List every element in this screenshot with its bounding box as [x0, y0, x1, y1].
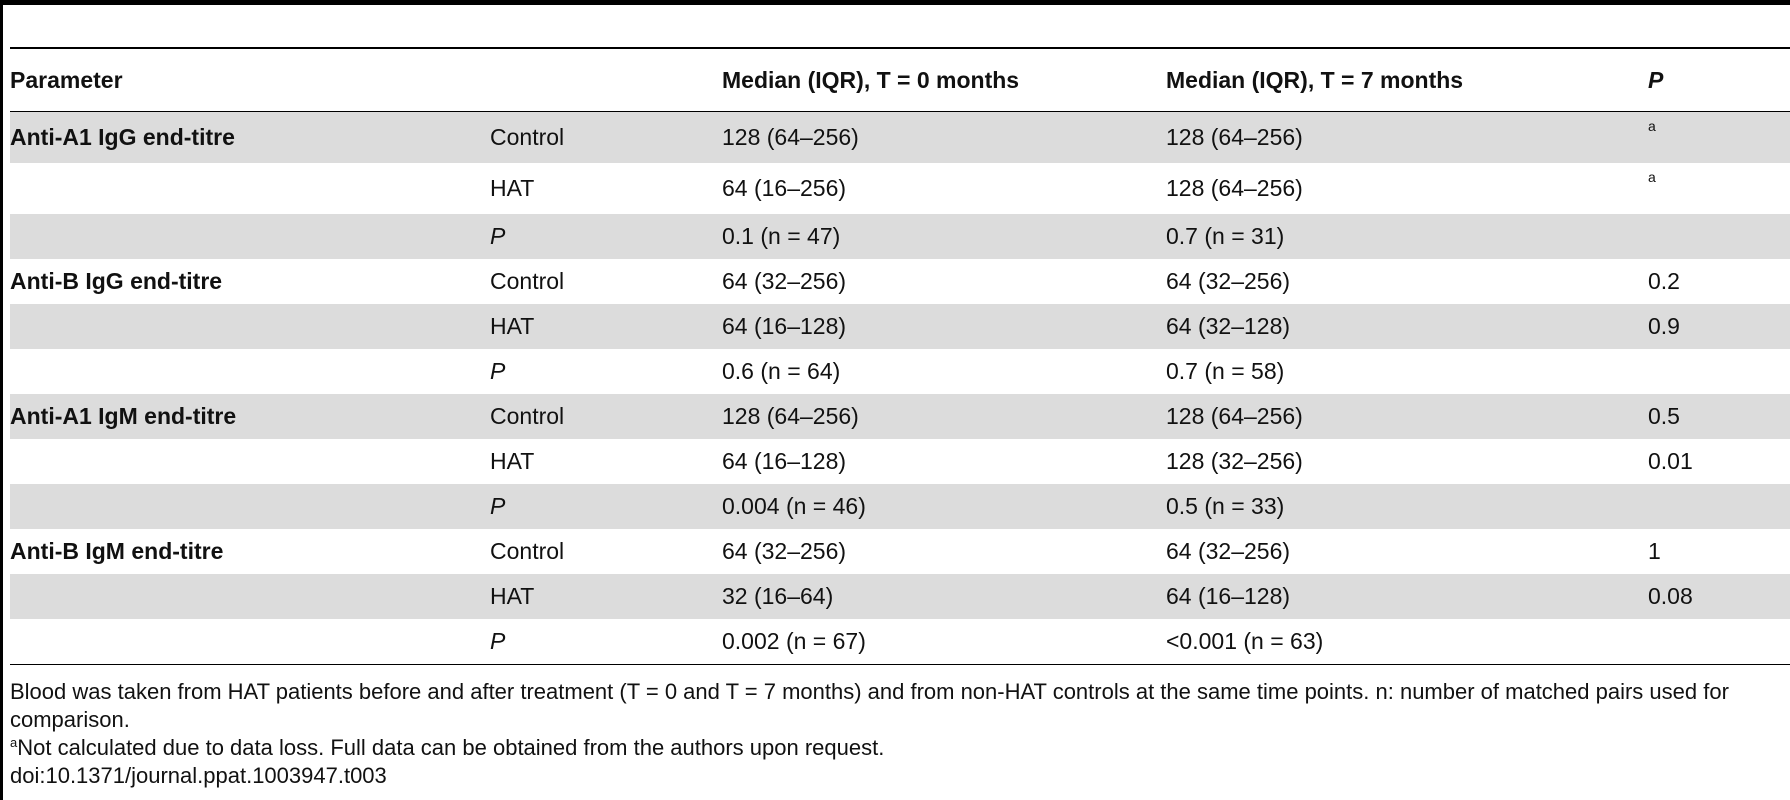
- cell-p: 0.2: [1648, 268, 1680, 294]
- footnote-main: Blood was taken from HAT patients before…: [10, 679, 1729, 732]
- table-row: Anti-A1 IgM end-titre Control 128 (64–256)…: [10, 394, 1790, 439]
- cell-parameter: [10, 439, 490, 484]
- table-row: P 0.002 (n = 67) <0.001 (n = 63): [10, 619, 1790, 665]
- table-row: P 0.1 (n = 47) 0.7 (n = 31): [10, 214, 1790, 259]
- table-row: Anti-A1 IgG end-titre Control 128 (64–256)…: [10, 111, 1790, 163]
- cell-parameter: Anti-A1 IgG end-titre: [10, 111, 490, 163]
- cell-p: [1648, 349, 1790, 394]
- cell-t7: 0.7 (n = 58): [1166, 358, 1285, 384]
- cell-t7: 128 (32–256): [1166, 448, 1303, 474]
- cell-t7: 128 (64–256): [1166, 394, 1648, 439]
- doi-text: doi:10.1371/journal.ppat.1003947.t003: [10, 763, 387, 788]
- table-row: Anti-B IgG end-titre Control 64 (32–256) 64…: [10, 259, 1790, 304]
- cell-group: HAT: [490, 448, 535, 474]
- cell-p: a: [1648, 111, 1790, 163]
- cell-p: [1648, 214, 1790, 259]
- cell-t0: 0.6 (n = 64): [722, 358, 841, 384]
- data-table: Parameter Median (IQR), T = 0 months Med…: [10, 49, 1790, 665]
- cell-parameter: [10, 214, 490, 259]
- cell-p: 0.01: [1648, 448, 1693, 474]
- cell-parameter: [10, 349, 490, 394]
- cell-parameter: [10, 484, 490, 529]
- footnote-a-mark: a: [10, 735, 18, 750]
- cell-group: HAT: [490, 175, 535, 201]
- cell-t0: 0.002 (n = 67): [722, 619, 1166, 665]
- table-row: P 0.004 (n = 46) 0.5 (n = 33): [10, 484, 1790, 529]
- cell-t7: 0.7 (n = 31): [1166, 214, 1648, 259]
- header-p: P: [1648, 49, 1790, 112]
- cell-t0: 128 (64–256): [722, 111, 1166, 163]
- header-t7: Median (IQR), T = 7 months: [1166, 49, 1648, 112]
- cell-parameter: [10, 619, 490, 665]
- cell-group: P: [490, 358, 506, 384]
- cell-t7: 64 (32–128): [1166, 304, 1648, 349]
- cell-t0: 32 (16–64): [722, 574, 1166, 619]
- cell-t0: 64 (32–256): [722, 268, 847, 294]
- data-table-container: Parameter Median (IQR), T = 0 months Med…: [10, 47, 1790, 665]
- cell-t0: 0.1 (n = 47): [722, 214, 1166, 259]
- cell-p: [1648, 484, 1790, 529]
- cell-p: 0.9: [1648, 304, 1790, 349]
- table-header-row: Parameter Median (IQR), T = 0 months Med…: [10, 49, 1790, 112]
- cell-parameter: [10, 304, 490, 349]
- footnote-a-text: Not calculated due to data loss. Full da…: [17, 735, 885, 760]
- cell-parameter: Anti-B IgG end-titre: [10, 268, 223, 294]
- cell-t7: 64 (16–128): [1166, 574, 1648, 619]
- cell-t7: <0.001 (n = 63): [1166, 619, 1648, 665]
- cell-parameter: [10, 163, 490, 214]
- footnote-a: aNot calculated due to data loss. Full d…: [10, 734, 1790, 762]
- table-row: HAT 64 (16–128) 64 (32–128) 0.9: [10, 304, 1790, 349]
- cell-t0: 64 (16–128): [722, 304, 1166, 349]
- table-row: P 0.6 (n = 64) 0.7 (n = 58): [10, 349, 1790, 394]
- cell-t7: 128 (64–256): [1166, 175, 1303, 201]
- cell-group: P: [490, 619, 722, 665]
- header-t0: Median (IQR), T = 0 months: [722, 49, 1166, 112]
- cell-t0: 128 (64–256): [722, 394, 1166, 439]
- cell-parameter: Anti-A1 IgM end-titre: [10, 394, 490, 439]
- cell-group: HAT: [490, 304, 722, 349]
- header-group: [490, 49, 722, 112]
- cell-group: Control: [490, 538, 565, 564]
- table-footnotes: Blood was taken from HAT patients before…: [10, 678, 1790, 790]
- cell-parameter: [10, 574, 490, 619]
- cell-p: 1: [1648, 538, 1661, 564]
- header-parameter: Parameter: [10, 49, 490, 112]
- cell-group: Control: [490, 268, 565, 294]
- cell-t0: 64 (16–128): [722, 448, 847, 474]
- table-row: HAT 64 (16–256) 128 (64–256) a: [10, 163, 1790, 214]
- cell-group: HAT: [490, 574, 722, 619]
- top-rule: [0, 0, 1790, 5]
- cell-t7: 128 (64–256): [1166, 111, 1648, 163]
- cell-t0: 64 (32–256): [722, 538, 847, 564]
- cell-group: P: [490, 484, 722, 529]
- left-rule: [0, 0, 3, 800]
- cell-group: Control: [490, 111, 722, 163]
- table-body: Anti-A1 IgG end-titre Control 128 (64–256)…: [10, 111, 1790, 665]
- cell-t7: 64 (32–256): [1166, 538, 1291, 564]
- table-row: HAT 64 (16–128) 128 (32–256) 0.01: [10, 439, 1790, 484]
- cell-p: 0.08: [1648, 574, 1790, 619]
- cell-p: 0.5: [1648, 394, 1790, 439]
- table-row: Anti-B IgM end-titre Control 64 (32–256) 64…: [10, 529, 1790, 574]
- cell-t7: 64 (32–256): [1166, 268, 1291, 294]
- cell-t0: 0.004 (n = 46): [722, 484, 1166, 529]
- cell-p: [1648, 619, 1790, 665]
- cell-t7: 0.5 (n = 33): [1166, 484, 1648, 529]
- table-row: HAT 32 (16–64) 64 (16–128) 0.08: [10, 574, 1790, 619]
- cell-parameter: Anti-B IgM end-titre: [10, 538, 224, 564]
- cell-group: P: [490, 214, 722, 259]
- cell-group: Control: [490, 394, 722, 439]
- cell-p: a: [1648, 169, 1656, 185]
- cell-t0: 64 (16–256): [722, 175, 847, 201]
